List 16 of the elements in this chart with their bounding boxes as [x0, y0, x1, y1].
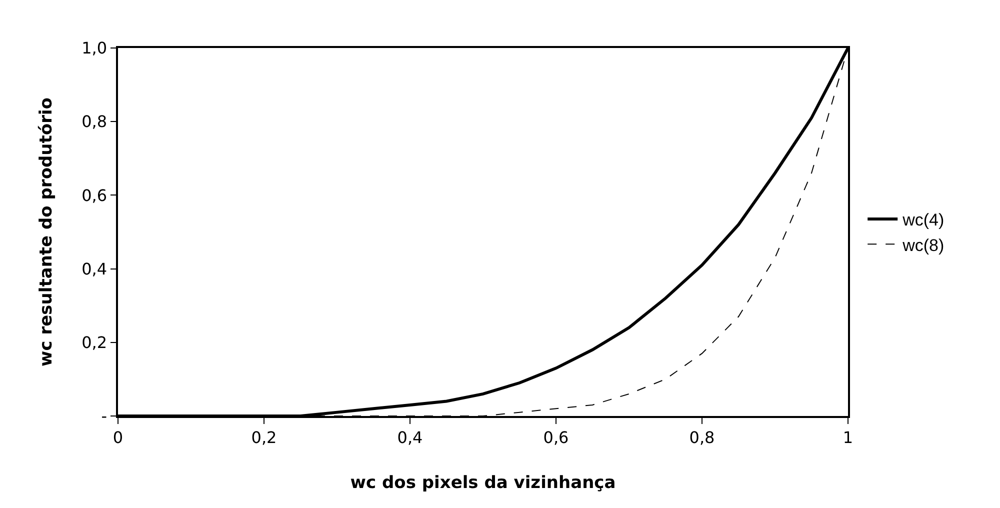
x-tick-label: 0 [112, 428, 124, 447]
y-tick-label: 0,2 [82, 333, 108, 352]
legend-label: wc(4) [902, 210, 944, 230]
x-tick-label: 1 [842, 428, 854, 447]
x-tick-label: 0,2 [251, 428, 277, 447]
y-tick-label: 1,0 [82, 38, 108, 58]
y-tick-label: 0,8 [82, 112, 108, 132]
y-tick-label: 0,6 [82, 186, 108, 205]
x-tick-label: 0,4 [397, 428, 423, 447]
y-axis-title: wc resultante do produtório [36, 98, 57, 366]
x-tick-label: 0,6 [543, 428, 569, 447]
y-tick-label: 0,4 [82, 259, 108, 278]
y-tick-label: - [101, 406, 108, 426]
x-tick-label: 0,8 [689, 428, 715, 447]
x-axis-title: wc dos pixels da vizinhança [350, 472, 616, 493]
legend-label: wc(8) [902, 236, 944, 255]
